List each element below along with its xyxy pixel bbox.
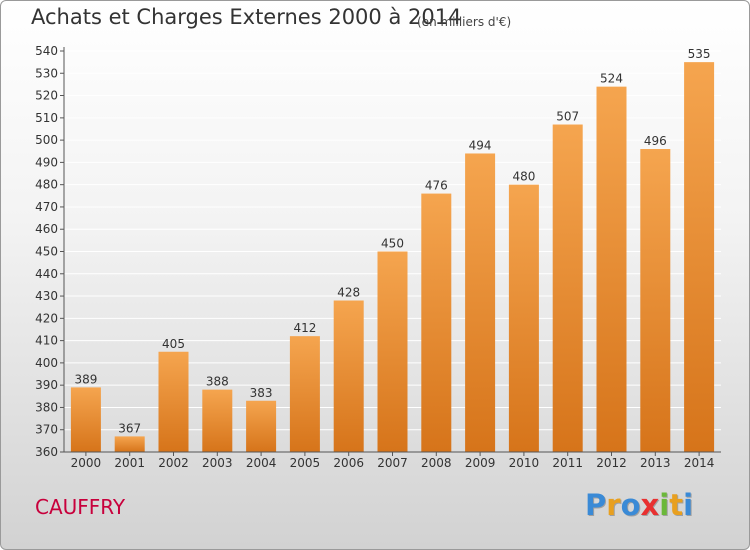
chart-subtitle: (en milliers d'€) — [417, 15, 512, 29]
bar — [640, 149, 671, 452]
data-label: 412 — [293, 321, 316, 335]
commune-name: CAUFFRY — [35, 495, 126, 519]
data-label: 480 — [512, 170, 535, 184]
y-tick-label: 360 — [35, 445, 58, 459]
bar — [333, 300, 364, 452]
data-label: 405 — [162, 337, 185, 351]
data-label: 524 — [600, 72, 623, 86]
y-tick-label: 540 — [35, 44, 58, 58]
data-label: 383 — [250, 386, 273, 400]
axes — [63, 47, 721, 453]
x-tick-label: 2006 — [333, 456, 364, 470]
x-tick-label: 2010 — [509, 456, 540, 470]
y-tick-label: 420 — [35, 311, 58, 325]
data-label: 450 — [381, 237, 404, 251]
bar — [114, 436, 145, 452]
y-tick-label: 410 — [35, 334, 58, 348]
bar — [552, 124, 583, 453]
y-tick-label: 450 — [35, 245, 58, 259]
x-tick-label: 2012 — [596, 456, 627, 470]
logo-letter: t — [669, 488, 684, 522]
x-tick-label: 2000 — [71, 456, 102, 470]
data-label: 367 — [118, 421, 141, 435]
bar — [70, 387, 101, 452]
bar — [465, 153, 496, 452]
y-tick-label: 460 — [35, 222, 58, 236]
y-tick-label: 530 — [35, 66, 58, 80]
y-tick-label: 510 — [35, 111, 58, 125]
y-tick-label: 430 — [35, 289, 58, 303]
y-tick-label: 380 — [35, 400, 58, 414]
data-labels: 389 367 405 388 383 412 428 450 476 494 480 507 524 4… — [74, 47, 710, 435]
data-label: 496 — [644, 134, 667, 148]
logo-letter: o — [620, 488, 641, 522]
bar — [508, 184, 539, 452]
proxiti-logo[interactable]: Proxiti — [585, 488, 693, 522]
y-tick-label: 440 — [35, 267, 58, 281]
y-tick-label: 470 — [35, 200, 58, 214]
bar — [421, 193, 452, 453]
x-tick-label: 2003 — [202, 456, 233, 470]
logo-letter: i — [659, 488, 670, 522]
bar — [596, 86, 627, 453]
logo-letter: r — [606, 488, 621, 522]
data-label: 388 — [206, 375, 229, 389]
y-tick-label: 400 — [35, 356, 58, 370]
bar — [377, 251, 408, 452]
data-label: 507 — [556, 110, 579, 124]
bars — [70, 62, 715, 453]
x-axis-ticks: 2000 2001 2002 2003 2004 2005 2006 2007 2008 2009… — [71, 452, 715, 470]
x-tick-label: 2005 — [290, 456, 321, 470]
y-tick-label: 390 — [35, 378, 58, 392]
data-label: 476 — [425, 179, 448, 193]
y-axis-ticks: 360 370 380 390 400 410 420 430 440 450 460 470 480 4… — [35, 44, 64, 459]
y-tick-label: 520 — [35, 89, 58, 103]
bar — [246, 400, 277, 452]
logo-letter: P — [585, 488, 607, 522]
x-tick-label: 2001 — [114, 456, 145, 470]
x-tick-label: 2008 — [421, 456, 452, 470]
data-label: 428 — [337, 286, 360, 300]
y-tick-label: 500 — [35, 133, 58, 147]
y-tick-label: 370 — [35, 423, 58, 437]
chart-title: Achats et Charges Externes 2000 à 2014 — [31, 5, 462, 29]
bar — [202, 389, 233, 452]
data-label: 535 — [688, 47, 711, 61]
x-tick-label: 2004 — [246, 456, 277, 470]
x-tick-label: 2014 — [684, 456, 715, 470]
y-tick-label: 490 — [35, 155, 58, 169]
bar — [158, 351, 189, 452]
data-label: 389 — [74, 372, 97, 386]
x-tick-label: 2002 — [158, 456, 189, 470]
bar — [684, 62, 715, 453]
bar — [289, 336, 320, 452]
data-label: 494 — [469, 138, 492, 152]
x-tick-label: 2011 — [552, 456, 583, 470]
x-tick-label: 2007 — [377, 456, 408, 470]
x-tick-label: 2013 — [640, 456, 671, 470]
y-tick-label: 480 — [35, 178, 58, 192]
logo-letter: x — [640, 488, 660, 522]
logo-letter: i — [683, 488, 694, 522]
x-tick-label: 2009 — [465, 456, 496, 470]
